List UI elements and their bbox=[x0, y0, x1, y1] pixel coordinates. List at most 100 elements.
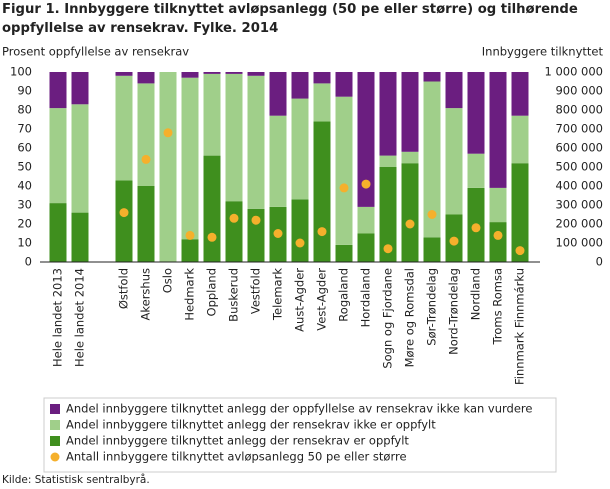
y-tick-label: 0 bbox=[25, 255, 32, 269]
source: Kilde: Statistisk sentralbyrå. bbox=[2, 473, 150, 486]
bar-segment bbox=[489, 222, 507, 262]
x-tick-label: Sør-Trøndelag bbox=[425, 268, 439, 346]
legend-label: Andel innbyggere tilknyttet anlegg der r… bbox=[66, 418, 436, 432]
y-tick-label: 10 bbox=[17, 236, 32, 250]
bar-segment bbox=[357, 233, 375, 262]
y-tick-label: 80 bbox=[17, 103, 32, 117]
bar-segment bbox=[137, 83, 155, 186]
dot bbox=[119, 208, 129, 218]
x-tick-label: Møre og Romsdal bbox=[403, 268, 417, 367]
x-tick-label: Oppland bbox=[205, 268, 219, 316]
y-tick-label: 40 bbox=[17, 179, 32, 193]
dot bbox=[273, 229, 283, 238]
x-tick-label: Rogaland bbox=[337, 268, 351, 322]
legend-marker bbox=[50, 452, 60, 462]
y2-tick-label: 600 000 bbox=[555, 141, 603, 155]
bar-segment bbox=[181, 239, 199, 262]
x-tick-label: Vestfold bbox=[249, 268, 263, 314]
y2-tick-label: 200 000 bbox=[555, 217, 603, 231]
bar-segment bbox=[247, 75, 265, 209]
bar-segment bbox=[511, 163, 529, 262]
bar-segment bbox=[401, 72, 419, 152]
bar-segment bbox=[423, 237, 441, 262]
x-tick-label: Aust-Agder bbox=[293, 268, 307, 332]
bar-segment bbox=[423, 81, 441, 238]
bar-segment bbox=[159, 72, 177, 262]
bar-segment bbox=[49, 203, 67, 262]
dot bbox=[207, 232, 217, 242]
y-tick-label: 30 bbox=[17, 198, 32, 212]
bar-segment bbox=[115, 75, 133, 181]
legend-marker bbox=[50, 420, 60, 430]
bar-segment bbox=[291, 98, 309, 200]
chart-title: Figur 1. Innbyggere tilknyttet avløpsanl… bbox=[2, 2, 578, 36]
y-tick-label: 100 bbox=[10, 65, 32, 79]
x-tick-label: Buskerud bbox=[227, 268, 241, 322]
bar-segment bbox=[489, 72, 507, 188]
bar-segment bbox=[269, 72, 287, 116]
bar-segment bbox=[357, 72, 375, 207]
y-tick-label: 90 bbox=[17, 84, 32, 98]
x-tick-label: Hordaland bbox=[359, 268, 373, 327]
y2-tick-label: 0 bbox=[596, 255, 603, 269]
dot bbox=[405, 219, 415, 229]
dot bbox=[141, 154, 151, 164]
y-tick-label: 20 bbox=[17, 217, 32, 231]
bar-segment bbox=[203, 72, 221, 74]
bar-segment bbox=[225, 73, 243, 202]
bar-segment bbox=[379, 167, 397, 262]
bar-segment bbox=[291, 199, 309, 262]
bar-segment bbox=[247, 72, 265, 76]
y2-tick-label: 500 000 bbox=[555, 160, 603, 174]
legend-label: Andel innbyggere tilknyttet anlegg der o… bbox=[66, 402, 532, 416]
legend-label: Andel innbyggere tilknyttet anlegg der r… bbox=[66, 434, 409, 448]
x-tick-label: Nord-Trøndelag bbox=[447, 268, 461, 355]
bar-segment bbox=[115, 72, 133, 76]
dot bbox=[163, 128, 173, 138]
y2-tick-label: 700 000 bbox=[555, 122, 603, 136]
y2-tick-label: 800 000 bbox=[555, 103, 603, 117]
y2-tick-label: 100 000 bbox=[555, 236, 603, 250]
dot bbox=[339, 183, 349, 193]
bar-segment bbox=[423, 72, 441, 82]
bar-segment bbox=[467, 153, 485, 188]
bar-segment bbox=[181, 77, 199, 240]
bar-segment bbox=[115, 180, 133, 262]
x-tick-label: Akershus bbox=[139, 268, 153, 320]
x-tick-label: Oslo bbox=[161, 268, 175, 293]
bar-segment bbox=[489, 187, 507, 223]
bar-segment bbox=[335, 244, 353, 262]
x-tick-label: Hele landet 2014 bbox=[73, 268, 87, 367]
dot bbox=[229, 213, 239, 223]
bar-segment bbox=[49, 108, 67, 204]
x-tick-label: Troms Romsa bbox=[491, 268, 505, 345]
bar-segment bbox=[445, 72, 463, 109]
dot bbox=[383, 244, 393, 254]
legend-marker bbox=[50, 436, 60, 446]
x-tick-label: Østfold bbox=[117, 268, 131, 309]
bar-segment bbox=[269, 115, 287, 207]
bar-segment bbox=[181, 72, 199, 78]
y2-tick-label: 900 000 bbox=[555, 84, 603, 98]
dot bbox=[317, 227, 327, 237]
dot bbox=[295, 238, 305, 248]
bar-segment bbox=[445, 108, 463, 215]
legend-label: Antall innbyggere tilknyttet avløpsanleg… bbox=[66, 450, 407, 464]
bar-segment bbox=[313, 83, 331, 122]
bar-segment bbox=[203, 73, 221, 156]
bar-segment bbox=[137, 186, 155, 262]
bar-segment bbox=[511, 115, 529, 164]
dot bbox=[427, 210, 437, 219]
bar-segment bbox=[71, 212, 89, 262]
bar-segment bbox=[71, 104, 89, 213]
bar-segment bbox=[335, 96, 353, 245]
bar-segment bbox=[49, 72, 67, 109]
legend-box bbox=[43, 397, 557, 473]
dot bbox=[515, 246, 525, 256]
y2-tick-label: 1 000 000 bbox=[544, 65, 603, 79]
y-axis-title: Prosent oppfyllelse av rensekrav bbox=[2, 45, 189, 59]
legend-marker bbox=[50, 404, 60, 414]
bar-segment bbox=[313, 121, 331, 263]
bar-segment bbox=[225, 72, 243, 74]
